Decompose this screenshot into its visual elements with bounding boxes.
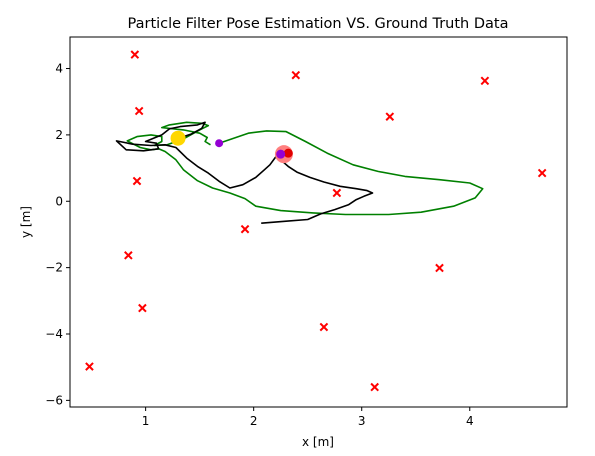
chart-title: Particle Filter Pose Estimation VS. Grou… [128,16,509,32]
ground-truth-path [115,121,374,224]
start-marker [215,139,224,148]
landmark-marker [130,50,140,59]
x-axis: 1 2 3 4 [142,407,474,428]
y-tick-label: 2 [55,128,63,142]
landmark-marker [132,176,142,186]
x-tick-label: 1 [142,414,150,428]
landmark-marker [134,106,144,116]
y-axis-label: y [m] [19,206,33,238]
landmark-marker [435,263,444,273]
estimate-marker [283,148,293,158]
landmark-marker [85,362,94,371]
landmark-marker [138,303,147,313]
landmark-marker [370,382,379,392]
y-axis: −6 −4 −2 0 2 4 [45,62,70,407]
y-tick-label: −4 [45,327,63,341]
y-tick-label: −6 [45,393,63,407]
x-tick-label: 3 [358,414,366,428]
x-tick-label: 4 [466,414,474,428]
ground-truth-current-marker [276,149,286,159]
plot-frame [69,36,568,408]
y-tick-label: 0 [55,194,63,208]
x-tick-label: 2 [250,414,258,428]
data-layer [85,50,547,392]
landmark-marker [240,224,250,234]
landmark-marker [319,322,329,332]
y-tick-label: −2 [45,261,63,275]
robot-position-marker [170,130,186,146]
x-axis-label: x [m] [302,435,334,449]
landmark-marker [385,112,395,121]
landmark-marker [124,251,133,260]
landmark-marker [537,168,547,178]
y-tick-label: 4 [55,62,63,76]
landmark-marker [291,70,301,80]
landmark-marker [480,76,490,86]
landmark-marker [332,188,342,198]
